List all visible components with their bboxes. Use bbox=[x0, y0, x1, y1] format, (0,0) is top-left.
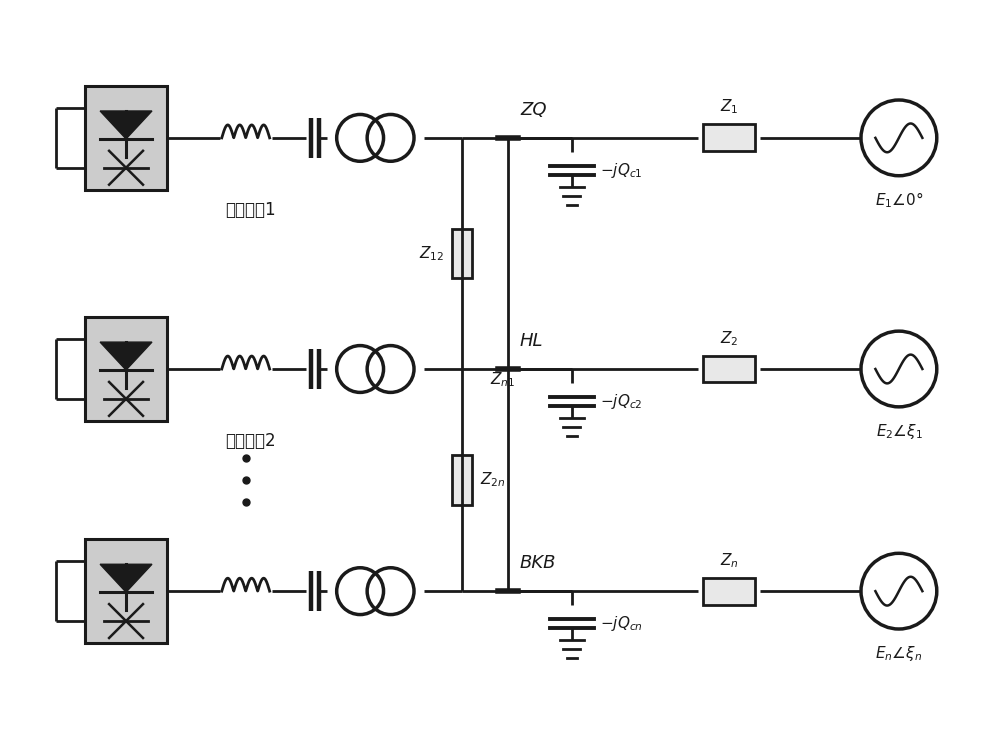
Text: $E_1\angle0°$: $E_1\angle0°$ bbox=[875, 191, 923, 210]
FancyBboxPatch shape bbox=[452, 455, 472, 505]
FancyBboxPatch shape bbox=[703, 578, 755, 604]
Text: 直流系灰2: 直流系灰2 bbox=[225, 432, 276, 450]
Text: HL: HL bbox=[520, 332, 543, 350]
FancyBboxPatch shape bbox=[85, 539, 167, 643]
FancyBboxPatch shape bbox=[703, 355, 755, 383]
Text: $-jQ_{c2}$: $-jQ_{c2}$ bbox=[600, 392, 642, 411]
Text: $Z_1$: $Z_1$ bbox=[720, 98, 739, 116]
Text: $E_2\angle\xi_1$: $E_2\angle\xi_1$ bbox=[876, 422, 922, 441]
Polygon shape bbox=[100, 111, 152, 139]
Text: $Z_2$: $Z_2$ bbox=[720, 329, 739, 348]
FancyBboxPatch shape bbox=[85, 85, 167, 190]
FancyBboxPatch shape bbox=[703, 125, 755, 151]
Text: BKB: BKB bbox=[520, 554, 556, 572]
FancyBboxPatch shape bbox=[85, 317, 167, 422]
Text: ZQ: ZQ bbox=[520, 101, 546, 119]
Text: $Z_n$: $Z_n$ bbox=[720, 551, 739, 570]
Text: $-jQ_{c1}$: $-jQ_{c1}$ bbox=[600, 161, 642, 180]
Text: $Z_{12}$: $Z_{12}$ bbox=[419, 244, 444, 263]
Text: $Z_{2n}$: $Z_{2n}$ bbox=[480, 471, 506, 489]
Text: $E_n\angle\xi_n$: $E_n\angle\xi_n$ bbox=[875, 644, 922, 663]
Text: $-jQ_{cn}$: $-jQ_{cn}$ bbox=[600, 614, 643, 633]
Polygon shape bbox=[100, 342, 152, 370]
Text: $Z_{n1}$: $Z_{n1}$ bbox=[490, 370, 515, 389]
Polygon shape bbox=[100, 565, 152, 592]
FancyBboxPatch shape bbox=[452, 228, 472, 279]
Text: 直流系灰1: 直流系灰1 bbox=[225, 200, 276, 219]
